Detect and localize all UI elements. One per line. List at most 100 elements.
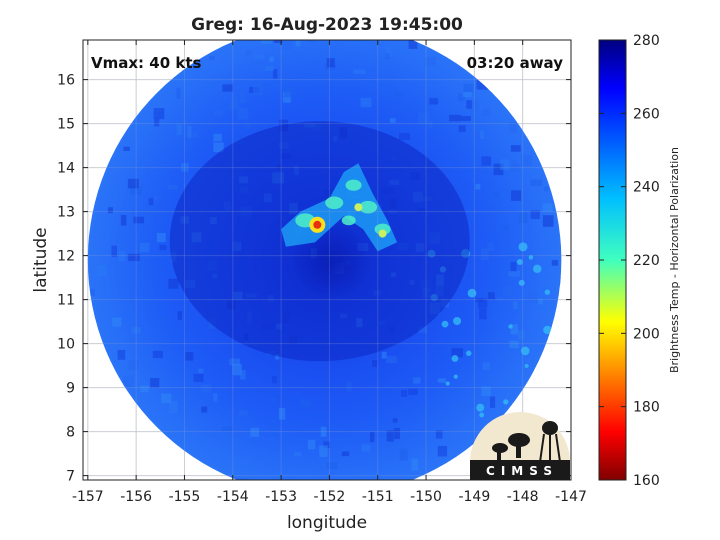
texture-cell <box>181 163 189 172</box>
texture-cell <box>428 120 433 128</box>
texture-cell <box>510 324 518 335</box>
texture-cell <box>187 131 199 138</box>
logo-dish-small <box>492 443 508 453</box>
y-tick-label: 15 <box>57 117 75 133</box>
texture-cell <box>264 66 274 71</box>
cell-speck <box>479 412 485 418</box>
texture-cell <box>451 348 463 358</box>
texture-cell <box>282 40 293 51</box>
x-tick-label: -149 <box>458 489 490 505</box>
texture-cell <box>127 178 139 189</box>
texture-cell <box>490 192 500 198</box>
texture-cell <box>489 396 496 408</box>
logo-dish-small-stand <box>497 451 501 461</box>
texture-cell <box>272 376 277 384</box>
colorbar-tick-label: 280 <box>633 33 660 49</box>
y-tick-label: 7 <box>66 469 75 485</box>
texture-cell <box>466 100 472 109</box>
texture-cell <box>408 388 418 396</box>
texture-cell <box>300 399 311 408</box>
texture-cell <box>118 251 126 262</box>
texture-cell <box>295 40 301 47</box>
texture-cell <box>228 97 239 109</box>
texture-cell <box>213 133 222 142</box>
cell-speck <box>453 316 462 326</box>
texture-cell <box>293 452 302 457</box>
cell-speck <box>476 403 485 412</box>
x-tick-label: -150 <box>410 489 442 505</box>
texture-cell <box>140 385 149 393</box>
x-axis: -157 -156 -155 -154 -153 -152 -151 -150 -149 -148… <box>72 40 587 505</box>
colorbar-label: Brightness Temp - Horizontal Polarizatio… <box>668 147 681 373</box>
texture-cell <box>131 327 141 334</box>
texture-cell <box>123 375 134 388</box>
cimss-logo: CIMSS <box>470 412 570 480</box>
texture-cell <box>500 159 510 170</box>
texture-cell <box>213 142 224 153</box>
texture-cell <box>429 97 439 105</box>
colorbar-tick-label: 260 <box>633 106 660 122</box>
chart-title: Greg: 16-Aug-2023 19:45:00 <box>191 15 463 35</box>
texture-cell <box>386 355 397 364</box>
texture-cell <box>201 406 208 413</box>
texture-cell <box>320 426 327 437</box>
cell-speck <box>518 242 528 252</box>
texture-cell <box>307 439 316 450</box>
texture-cell <box>239 91 246 104</box>
texture-cell <box>508 122 517 133</box>
colorbar-tick-label: 180 <box>633 400 660 416</box>
texture-cell <box>154 118 160 127</box>
storm-features <box>169 121 470 362</box>
cell-speck <box>451 354 459 362</box>
texture-cell <box>458 125 466 133</box>
texture-cell <box>107 207 113 214</box>
cell-speck <box>533 264 542 274</box>
cell-speck <box>503 399 509 405</box>
texture-cell <box>250 427 259 437</box>
texture-cell <box>156 232 166 243</box>
texture-cell <box>309 40 316 44</box>
texture-cell <box>179 117 192 126</box>
texture-cell <box>508 270 520 277</box>
convective-core <box>354 203 363 212</box>
texture-cell <box>424 56 436 67</box>
time-away-annotation: 03:20 away <box>467 54 564 72</box>
texture-cell <box>139 242 150 253</box>
texture-cell <box>187 126 192 138</box>
cold-spot-core <box>313 220 322 229</box>
texture-cell <box>221 426 233 432</box>
texture-cell <box>412 377 421 384</box>
texture-cell <box>176 123 182 135</box>
texture-cell <box>117 349 126 360</box>
texture-cell <box>435 430 443 439</box>
texture-cell <box>475 183 481 190</box>
texture-cell <box>487 242 494 251</box>
x-tick-label: -151 <box>362 489 394 505</box>
texture-cell <box>382 445 389 454</box>
cell-speck <box>445 381 450 386</box>
x-tick-label: -154 <box>217 489 249 505</box>
cell-speck <box>453 374 458 379</box>
texture-cell <box>477 298 488 308</box>
texture-cell <box>159 244 167 251</box>
convective-cell <box>345 179 362 191</box>
convective-cell <box>374 223 391 235</box>
texture-cell <box>530 179 542 186</box>
texture-cell <box>237 108 249 120</box>
texture-cell <box>458 403 470 409</box>
texture-cell <box>269 56 274 62</box>
texture-cell <box>239 370 246 380</box>
texture-cell <box>408 40 418 49</box>
texture-cell <box>271 426 278 436</box>
cell-speck <box>466 350 472 357</box>
texture-cell <box>499 225 509 232</box>
convective-cell <box>359 200 378 214</box>
y-tick-label: 8 <box>66 425 75 441</box>
texture-cell <box>418 112 430 125</box>
texture-cell <box>167 184 178 190</box>
cell-speck <box>544 289 551 295</box>
texture-cell <box>242 122 251 130</box>
cell-speck <box>508 324 513 329</box>
texture-cell <box>254 54 264 59</box>
